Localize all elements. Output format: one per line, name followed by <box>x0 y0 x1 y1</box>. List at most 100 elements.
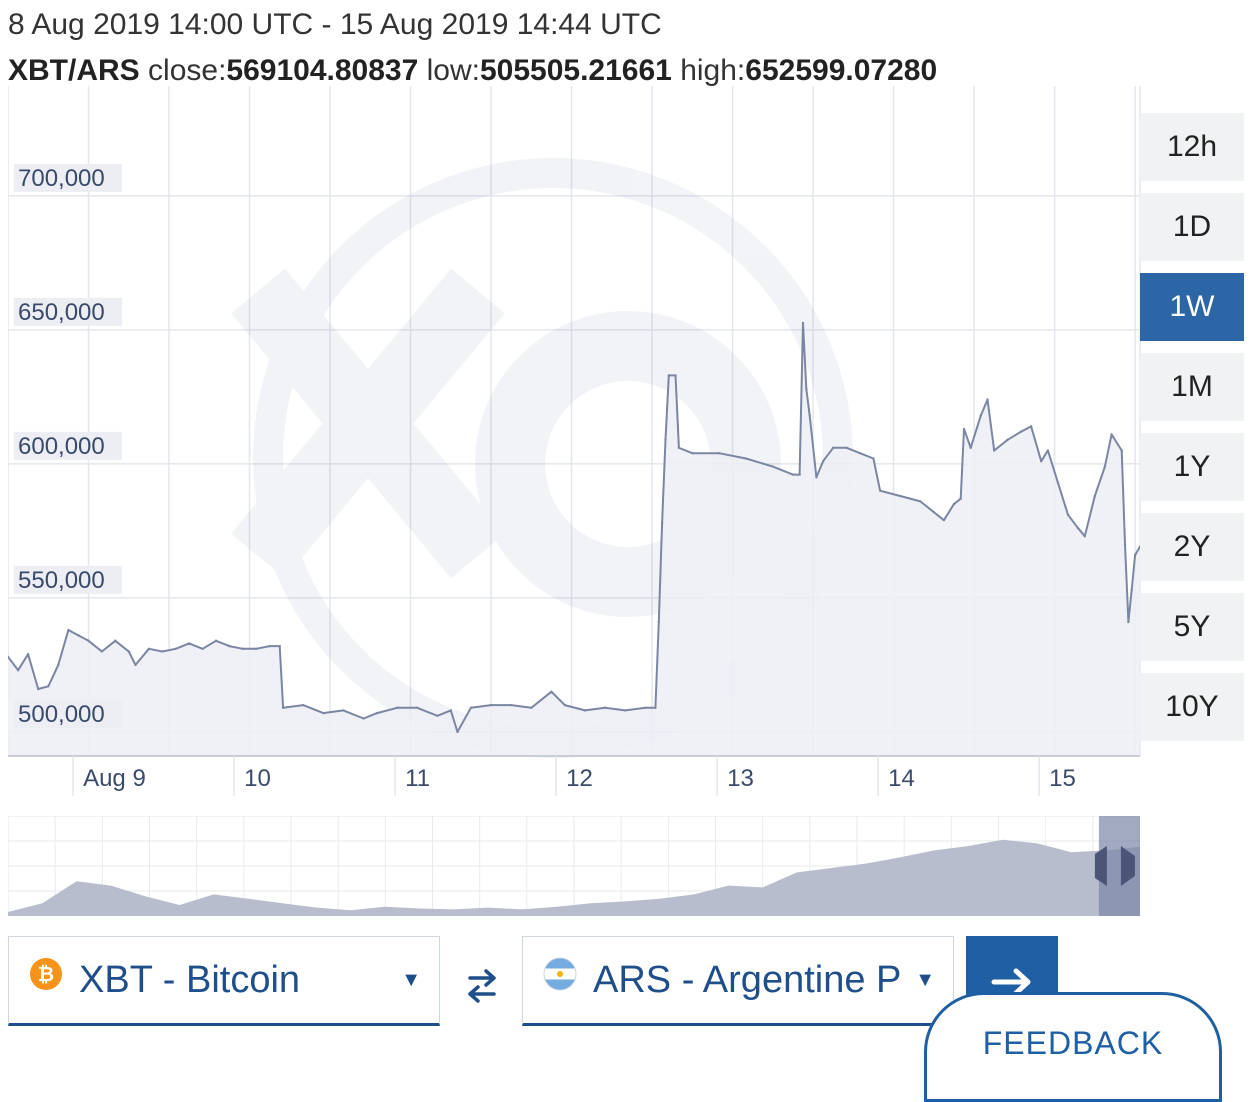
price-point <box>281 706 285 709</box>
range-button-1w[interactable]: 1W <box>1140 273 1244 341</box>
price-point <box>322 711 325 715</box>
feedback-button[interactable]: FEEDBACK <box>924 992 1222 1102</box>
price-point <box>342 709 345 712</box>
range-button-5y[interactable]: 5Y <box>1140 593 1244 661</box>
high-value: 652599.07280 <box>745 54 938 87</box>
x-tick-label: Aug 9 <box>83 765 146 792</box>
price-point <box>47 685 50 688</box>
navigator-left-handle[interactable] <box>1094 846 1107 886</box>
price-point <box>550 690 553 693</box>
y-tick-label: 650,000 <box>18 299 105 326</box>
price-point <box>100 650 104 653</box>
price-point <box>187 642 191 645</box>
y-tick-label: 550,000 <box>18 567 105 594</box>
x-tick-label: 11 <box>405 765 430 792</box>
price-point <box>201 647 204 650</box>
low-value: 505505.21661 <box>479 54 672 87</box>
price-chart[interactable]: 500,000 550,000 600,000 650,000 700,000 Aug 9… <box>8 86 1142 798</box>
price-point <box>603 706 607 709</box>
price-point <box>268 644 271 648</box>
range-button-1y[interactable]: 1Y <box>1140 433 1244 501</box>
price-point <box>147 647 151 650</box>
price-point <box>241 647 245 650</box>
price-point <box>1093 494 1097 498</box>
price-point <box>858 451 862 455</box>
price-point <box>114 639 117 642</box>
price-point <box>67 628 70 632</box>
price-point <box>489 703 493 707</box>
price-point <box>530 706 533 709</box>
swap-arrows-icon[interactable] <box>464 966 500 1006</box>
price-point <box>815 476 818 479</box>
price-point <box>416 706 419 709</box>
price-point <box>959 497 962 500</box>
price-point <box>127 650 130 653</box>
price-point <box>1110 433 1113 436</box>
to-currency-label: ARS - Argentine P <box>593 958 902 1001</box>
y-tick-label-bg <box>14 431 122 460</box>
range-button-12h[interactable]: 12h <box>1140 113 1244 181</box>
price-point <box>845 446 848 449</box>
price-point <box>962 427 966 431</box>
range-button-2y[interactable]: 2Y <box>1140 513 1244 581</box>
price-point <box>986 398 989 401</box>
from-currency-select[interactable]: ₿ XBT - Bitcoin ▼ <box>8 936 440 1026</box>
price-point <box>362 717 365 720</box>
price-point <box>87 639 90 642</box>
price-point <box>624 709 627 712</box>
price-point <box>174 647 177 650</box>
price-point <box>301 703 305 707</box>
price-point <box>1056 481 1060 484</box>
y-tick-label-bg <box>14 699 122 728</box>
price-point <box>831 446 835 449</box>
x-tick-label: 15 <box>1049 765 1076 792</box>
y-tick-label-bg <box>14 163 122 192</box>
price-point <box>16 669 20 672</box>
price-point <box>36 687 40 691</box>
price-area <box>8 322 1140 756</box>
y-tick-label-bg <box>14 297 122 326</box>
range-button-1d[interactable]: 1D <box>1140 193 1244 261</box>
price-point <box>375 711 379 715</box>
chevron-down-icon: ▼ <box>401 968 421 991</box>
price-point <box>509 703 513 707</box>
price-point <box>821 460 825 463</box>
price-point <box>1123 543 1127 546</box>
to-currency-select[interactable]: ARS - Argentine P ▼ <box>522 936 954 1026</box>
navigator-chart[interactable] <box>8 816 1140 916</box>
price-point <box>667 374 671 377</box>
price-point <box>932 510 936 514</box>
price-point <box>1103 465 1107 468</box>
price-point <box>583 709 587 712</box>
price-point <box>1019 430 1023 433</box>
price-point <box>456 730 459 734</box>
y-tick-label: 600,000 <box>18 433 105 460</box>
price-point <box>979 414 982 417</box>
price-point <box>1039 460 1043 463</box>
price-point <box>449 709 452 712</box>
navigator-right-handle[interactable] <box>1120 846 1135 886</box>
price-point <box>942 518 946 522</box>
price-point <box>469 706 473 709</box>
price-point <box>801 321 805 325</box>
range-selector: 12h 1D 1W 1M 1Y 2Y 5Y 10Y <box>1140 113 1244 753</box>
from-currency-label: XBT - Bitcoin <box>79 958 301 1001</box>
price-point <box>395 706 399 709</box>
range-button-10y[interactable]: 10Y <box>1140 673 1244 741</box>
price-point <box>771 465 775 468</box>
price-point <box>228 644 231 648</box>
price-point <box>278 644 281 648</box>
price-point <box>1029 425 1033 428</box>
price-point <box>8 655 10 659</box>
price-point <box>808 414 811 417</box>
price-point <box>798 473 801 476</box>
price-point <box>563 703 567 707</box>
price-point <box>878 489 882 492</box>
price-point <box>952 502 956 506</box>
price-point <box>657 620 660 624</box>
price-point <box>791 473 795 476</box>
price-point <box>1006 438 1009 441</box>
price-point <box>691 451 694 455</box>
x-tick-label: 12 <box>566 765 593 792</box>
range-button-1m[interactable]: 1M <box>1140 353 1244 421</box>
